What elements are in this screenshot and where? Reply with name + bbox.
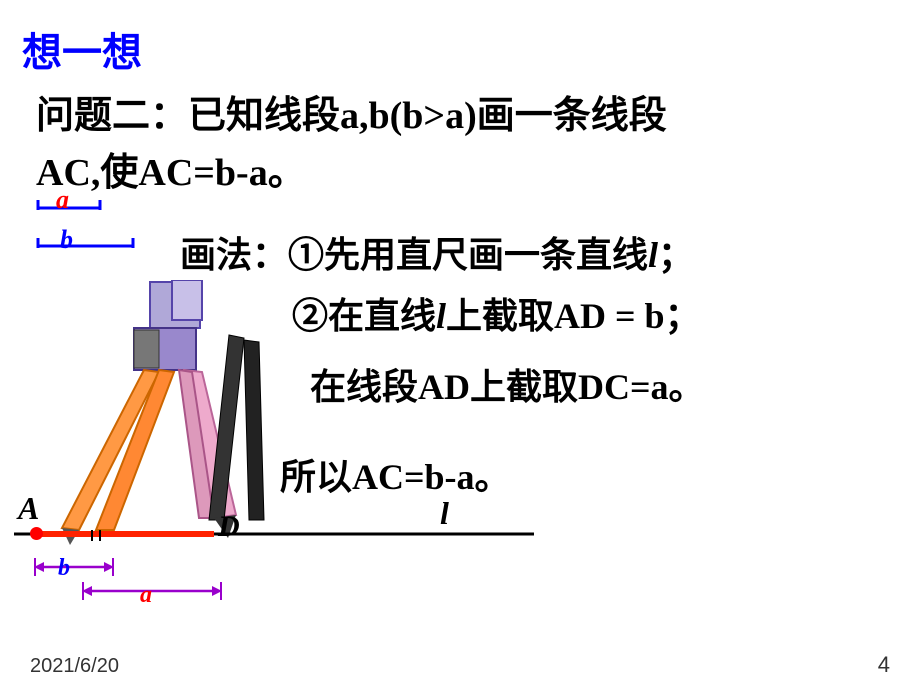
- step1-l: l: [648, 235, 658, 275]
- conclusion-text: 所以AC=b-a。: [280, 457, 511, 497]
- steps-prefix: 画法：: [180, 235, 288, 275]
- label-line-l: l: [440, 495, 449, 532]
- footer-page: 4: [878, 652, 890, 678]
- dim-a: [82, 582, 222, 600]
- step1-text-b: ；: [658, 235, 694, 275]
- segment-a-given: [36, 190, 106, 210]
- step3-text: 在线段AD上截取DC=a。: [310, 367, 705, 407]
- title-text: 想一想: [22, 30, 142, 75]
- step-1: 画法：①先用直尺画一条直线l；: [180, 225, 705, 286]
- label-A: A: [18, 490, 39, 527]
- segment-b-given: [36, 228, 136, 248]
- dim-b: [34, 558, 114, 576]
- footer-date: 2021/6/20: [30, 655, 119, 678]
- step2-text-b: 上截取AD = b；: [446, 296, 701, 336]
- step1-text-a: ①先用直尺画一条直线: [288, 235, 648, 275]
- problem-line1: 问题二：已知线段a,b(b>a)画一条线段: [36, 95, 667, 137]
- dim-b-label: b: [58, 555, 70, 582]
- label-D: D: [218, 510, 240, 544]
- problem-statement: 问题二：已知线段a,b(b>a)画一条线段 AC,使AC=b-a。: [36, 88, 896, 202]
- dim-a-label: a: [140, 582, 152, 609]
- problem-line2: AC,使AC=b-a。: [36, 152, 306, 194]
- section-title: 想一想: [22, 20, 142, 78]
- line-l: [14, 530, 534, 550]
- segment-b-label: b: [60, 225, 73, 255]
- step2-l: l: [436, 296, 446, 336]
- segment-a-label: a: [56, 185, 69, 215]
- compass-illustration: [14, 280, 314, 560]
- point-A-marker: [30, 527, 43, 540]
